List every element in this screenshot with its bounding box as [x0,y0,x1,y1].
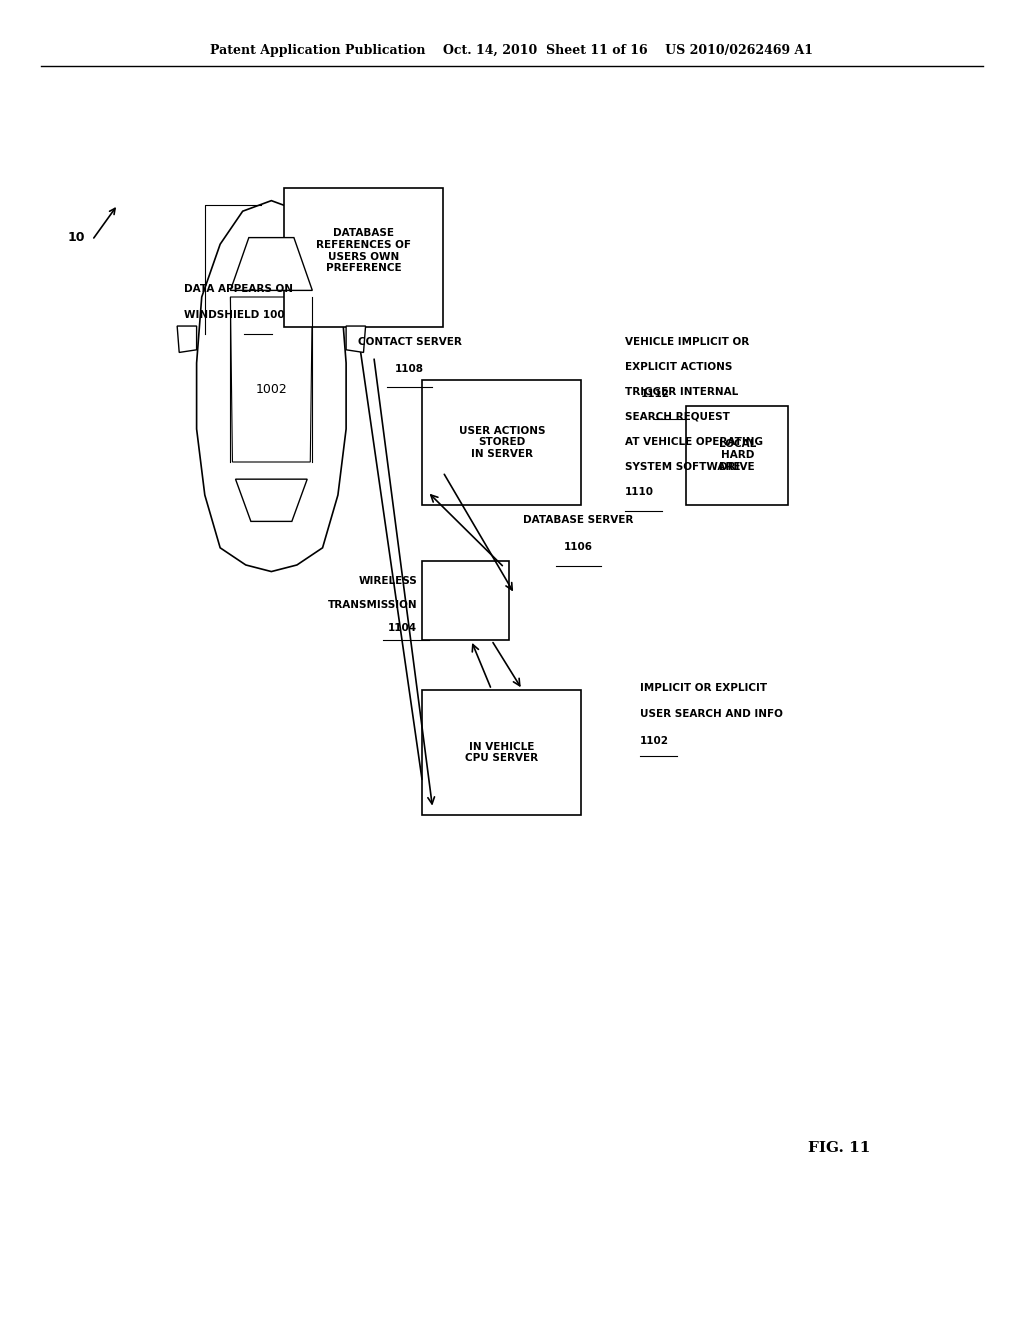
Text: USER SEARCH AND INFO: USER SEARCH AND INFO [640,709,783,719]
Text: 10: 10 [68,231,86,244]
Text: TRIGGER INTERNAL: TRIGGER INTERNAL [625,387,738,397]
Text: DATA APPEARS ON: DATA APPEARS ON [184,284,293,294]
Text: CONTACT SERVER: CONTACT SERVER [357,337,462,347]
Text: 1108: 1108 [395,363,424,374]
Polygon shape [197,201,346,572]
Text: EXPLICIT ACTIONS: EXPLICIT ACTIONS [625,362,732,372]
Text: WINDSHIELD 100: WINDSHIELD 100 [184,310,285,321]
FancyBboxPatch shape [422,689,582,814]
Polygon shape [230,238,312,290]
Polygon shape [236,479,307,521]
Text: 1102: 1102 [640,735,669,746]
FancyBboxPatch shape [422,380,582,504]
Polygon shape [346,326,366,352]
Text: WIRELESS: WIRELESS [358,576,418,586]
Text: VEHICLE IMPLICIT OR: VEHICLE IMPLICIT OR [625,337,749,347]
Text: 1112: 1112 [641,389,670,399]
Text: Patent Application Publication    Oct. 14, 2010  Sheet 11 of 16    US 2010/02624: Patent Application Publication Oct. 14, … [211,44,813,57]
Text: SYSTEM SOFTWARE: SYSTEM SOFTWARE [625,462,740,473]
FancyBboxPatch shape [423,561,510,640]
Text: FIG. 11: FIG. 11 [809,1142,870,1155]
Text: 1110: 1110 [625,487,653,498]
Text: USER ACTIONS
STORED
IN SERVER: USER ACTIONS STORED IN SERVER [459,425,545,459]
Polygon shape [230,297,312,462]
Text: LOCAL
HARD
DRIVE: LOCAL HARD DRIVE [719,438,756,473]
FancyBboxPatch shape [686,407,788,504]
Text: TRANSMISSION: TRANSMISSION [328,599,418,610]
Polygon shape [177,326,197,352]
Text: SEARCH REQUEST: SEARCH REQUEST [625,412,729,422]
Text: 1106: 1106 [564,541,593,552]
Text: 1002: 1002 [255,383,288,396]
Text: IN VEHICLE
CPU SERVER: IN VEHICLE CPU SERVER [465,742,539,763]
Text: IMPLICIT OR EXPLICIT: IMPLICIT OR EXPLICIT [640,682,767,693]
Text: DATABASE SERVER: DATABASE SERVER [523,515,634,525]
Text: AT VEHICLE OPERATING: AT VEHICLE OPERATING [625,437,763,447]
Text: DATABASE
REFERENCES OF
USERS OWN
PREFERENCE: DATABASE REFERENCES OF USERS OWN PREFERE… [316,228,411,273]
FancyBboxPatch shape [284,187,442,326]
Text: 1104: 1104 [388,623,418,634]
